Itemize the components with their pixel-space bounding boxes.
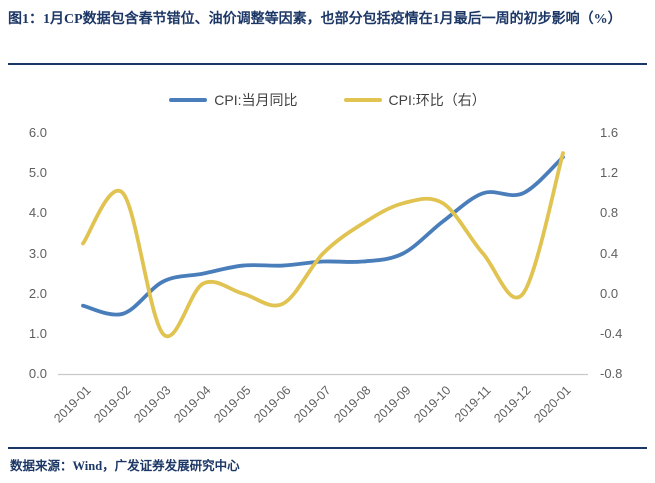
right-axis-tick: 0.0 <box>600 285 619 301</box>
data-source: 数据来源：Wind，广发证券发展研究中心 <box>10 459 240 473</box>
left-axis-tick: 4.0 <box>28 205 47 221</box>
left-axis-tick: 2.0 <box>28 285 47 301</box>
legend-line-swatch-gold <box>343 98 382 102</box>
series-line-0 <box>81 155 565 317</box>
legend-label-cpi-yoy: CPI:当月同比 <box>214 92 298 108</box>
legend-item-cpi-yoy: CPI:当月同比 <box>169 90 298 110</box>
left-axis-tick: 5.0 <box>28 165 47 181</box>
left-axis-tick: 1.0 <box>28 325 47 341</box>
legend-item-cpi-mom: CPI:环比（右） <box>343 90 486 110</box>
left-axis-tick: 0.0 <box>28 366 47 381</box>
right-axis-tick: 0.8 <box>600 205 619 221</box>
footer-divider <box>8 447 647 449</box>
left-axis-tick: 6.0 <box>28 125 47 140</box>
right-axis-tick: 1.6 <box>600 125 619 140</box>
chart-legend: CPI:当月同比 CPI:环比（右） <box>0 90 655 110</box>
legend-line-swatch-blue <box>169 98 208 102</box>
right-axis-tick: -0.4 <box>600 325 623 341</box>
chart-title: 图1：1月CP数据包含春节错位、油价调整等因素，也部分包括疫情在1月最后一周的初… <box>8 12 622 27</box>
title-divider <box>8 63 647 65</box>
series-line-1 <box>81 151 565 339</box>
right-axis-tick: 0.4 <box>600 245 619 261</box>
left-axis-tick: 3.0 <box>28 245 47 261</box>
right-axis-tick: 1.2 <box>600 165 619 181</box>
legend-label-cpi-mom: CPI:环比（右） <box>388 92 486 108</box>
right-axis-tick: -0.8 <box>600 366 623 381</box>
